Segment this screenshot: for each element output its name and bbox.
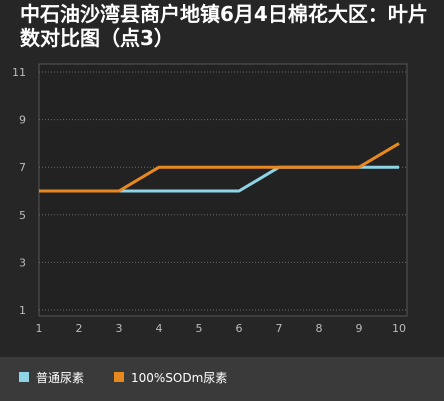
x-axis-ticks: 1 2 3 4 5 6 7 8 9 10	[36, 322, 407, 335]
x-tick-label: 5	[196, 322, 203, 335]
x-tick-label: 6	[236, 322, 243, 335]
y-tick-label: 9	[19, 114, 26, 127]
series-line-2[interactable]	[39, 142, 400, 193]
x-tick-label: 3	[116, 322, 123, 335]
y-tick-label: 7	[19, 161, 26, 174]
x-tick-label: 1	[36, 322, 43, 335]
legend-label: 100%SODm尿素	[131, 370, 228, 385]
x-tick-label: 7	[276, 322, 283, 335]
x-tick-label: 8	[316, 322, 323, 335]
line-chart: 1 3 5 7 9 11 1 2 3 4 5 6 7 8 9 10	[12, 63, 408, 335]
y-tick-label: 3	[19, 256, 26, 269]
legend-swatch	[19, 372, 29, 382]
legend-label: 普通尿素	[36, 370, 85, 385]
legend-swatch	[114, 372, 124, 382]
legend-item-series-2[interactable]: 100%SODm尿素	[114, 368, 227, 386]
series-lines	[38, 142, 400, 193]
x-tick-label: 9	[356, 322, 363, 335]
y-tick-label: 5	[19, 209, 26, 222]
x-tick-label: 2	[76, 322, 83, 335]
y-axis-ticks: 1 3 5 7 9 11	[12, 66, 26, 317]
y-tick-label: 1	[19, 304, 26, 317]
legend-item-series-1[interactable]: 普通尿素	[19, 368, 84, 386]
legend: 普通尿素 100%SODm尿素	[0, 357, 444, 401]
x-tick-label: 10	[392, 322, 406, 335]
chart-title: 中石油沙湾县商户地镇6月4日棉花大区：叶片数对比图（点3）	[20, 2, 428, 50]
x-tick-label: 4	[156, 322, 163, 335]
y-tick-label: 11	[12, 66, 26, 79]
